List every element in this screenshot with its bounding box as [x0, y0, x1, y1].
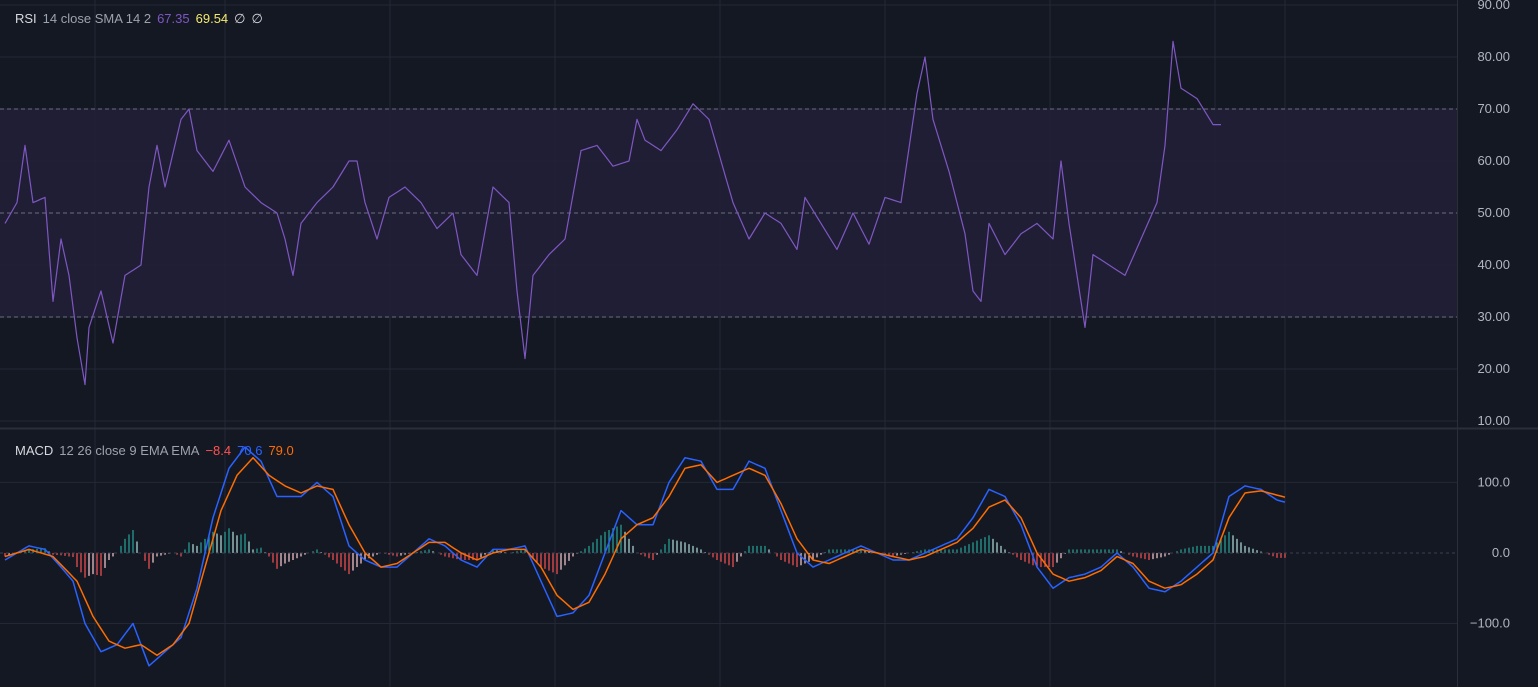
rsi-y-tick-7: 20.00 — [1477, 361, 1510, 376]
rsi-y-tick-3: 60.00 — [1477, 153, 1510, 168]
macd-y-tick-1: 0.0 — [1492, 545, 1510, 560]
rsi-y-tick-8: 10.00 — [1477, 413, 1510, 428]
macd-legend-name: MACD — [15, 443, 54, 458]
y-axis-ticks: 90.00 80.00 70.00 60.00 50.00 40.00 30.00 20.00… — [1470, 0, 1510, 631]
rsi-y-tick-1: 80.00 — [1477, 49, 1510, 64]
rsi-y-tick-5: 40.00 — [1477, 257, 1510, 272]
rsi-band — [0, 108, 1457, 318]
rsi-legend-name: RSI — [15, 11, 37, 26]
macd-y-tick-0: 100.0 — [1477, 474, 1510, 489]
macd-y-tick-2: −100.0 — [1470, 616, 1510, 631]
rsi-legend-extra-1: ∅ — [234, 11, 246, 26]
macd-macd-line[interactable] — [4, 446, 1286, 667]
rsi-legend-sma-value: 69.54 — [195, 11, 229, 26]
macd-legend-hist-value: −8.4 — [205, 443, 232, 458]
rsi-legend-rsi-value: 67.35 — [157, 11, 190, 26]
macd-histogram — [0, 524, 1457, 578]
macd-signal-line[interactable] — [4, 456, 1286, 657]
rsi-y-tick-2: 70.00 — [1477, 101, 1510, 116]
macd-legend[interactable]: MACD 12 26 close 9 EMA EMA −8.4 70.6 79.0 — [15, 443, 300, 458]
rsi-y-tick-6: 30.00 — [1477, 309, 1510, 324]
rsi-legend-extra-2: ∅ — [251, 11, 263, 26]
series-lines — [4, 40, 1286, 667]
rsi-legend-params: 14 close SMA 14 2 — [42, 11, 152, 26]
macd-legend-macd-value: 70.6 — [237, 443, 263, 458]
macd-legend-signal-value: 79.0 — [268, 443, 294, 458]
rsi-y-tick-4: 50.00 — [1477, 205, 1510, 220]
rsi-legend[interactable]: RSI 14 close SMA 14 2 67.35 69.54 ∅ ∅ — [15, 11, 269, 27]
rsi-rsi-line[interactable] — [4, 40, 1221, 386]
rsi-y-tick-0: 90.00 — [1477, 0, 1510, 12]
macd-legend-params: 12 26 close 9 EMA EMA — [59, 443, 200, 458]
